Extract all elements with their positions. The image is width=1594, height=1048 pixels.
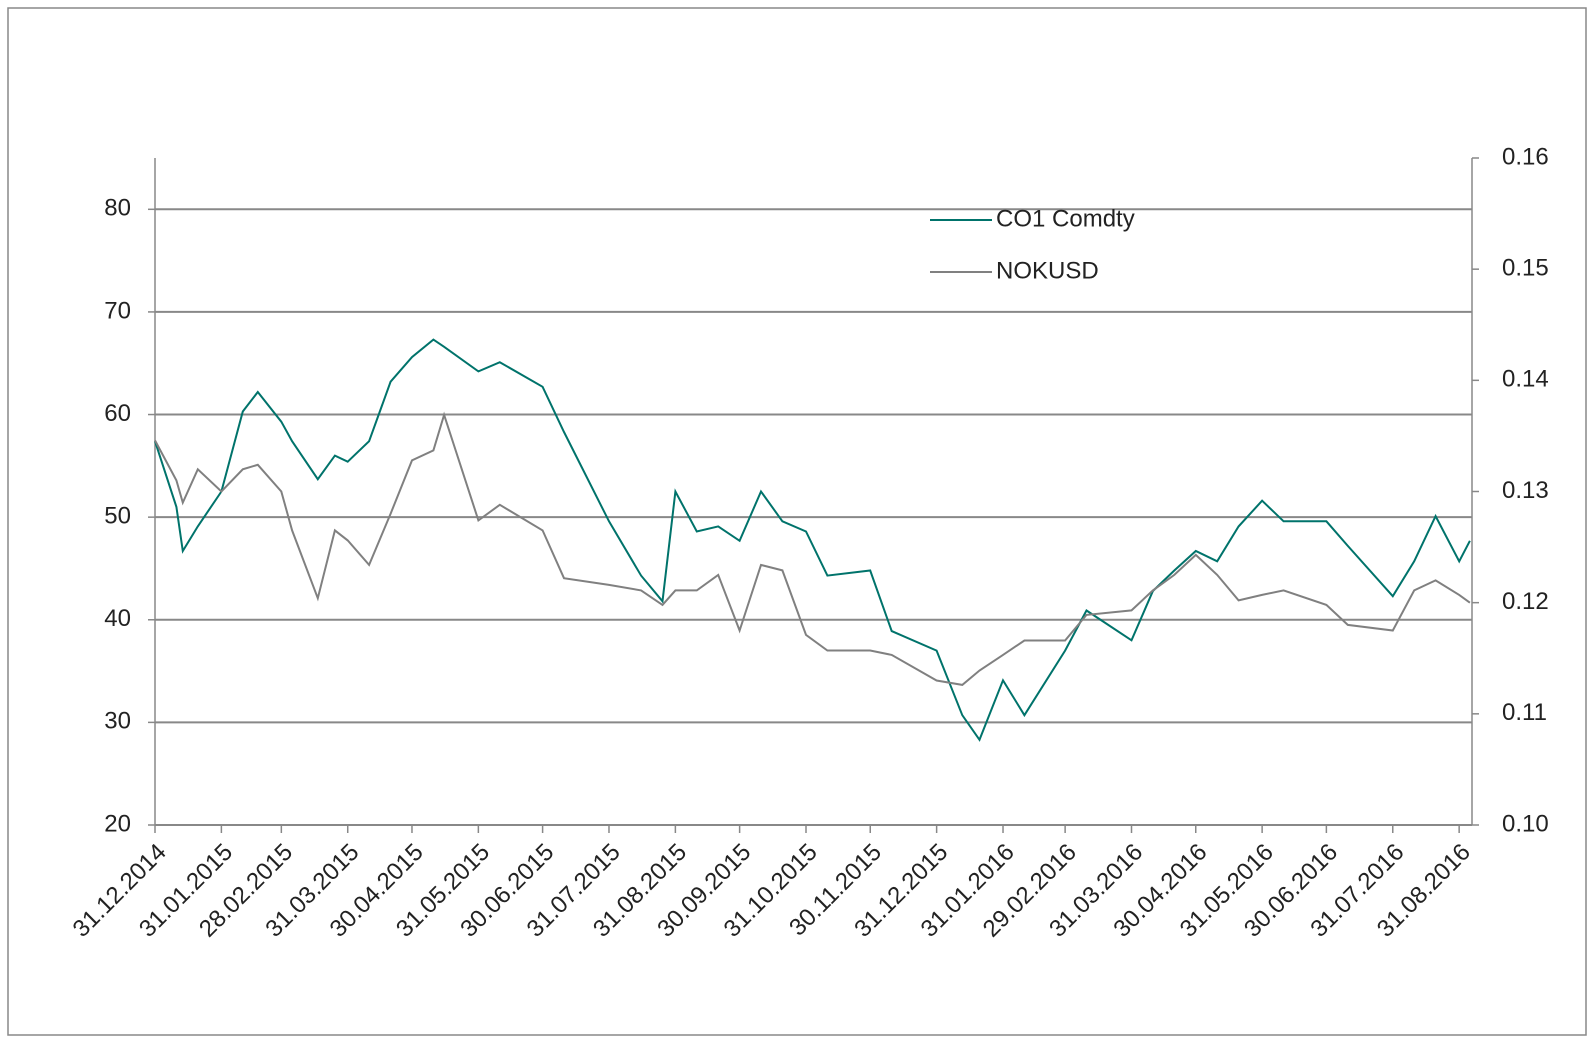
y-tick-label: 20: [104, 810, 131, 837]
y-tick-label: 60: [104, 400, 131, 427]
legend-label: CO1 Comdty: [996, 205, 1135, 232]
y2-tick-label: 0.12: [1502, 588, 1549, 615]
y2-tick-label: 0.15: [1502, 255, 1549, 282]
y2-tick-label: 0.14: [1502, 366, 1549, 393]
y-tick-label: 70: [104, 297, 131, 324]
y2-tick-label: 0.16: [1502, 143, 1549, 170]
y-tick-label: 80: [104, 195, 131, 222]
y-tick-label: 40: [104, 605, 131, 632]
legend-label: NOKUSD: [996, 257, 1099, 284]
y2-tick-label: 0.13: [1502, 477, 1549, 504]
series-line: [154, 338, 1471, 742]
y-tick-label: 30: [104, 708, 131, 735]
y-tick-label: 50: [104, 502, 131, 529]
y2-tick-label: 0.11: [1502, 699, 1547, 726]
y2-tick-label: 0.10: [1502, 810, 1549, 837]
series-line: [154, 411, 1471, 686]
